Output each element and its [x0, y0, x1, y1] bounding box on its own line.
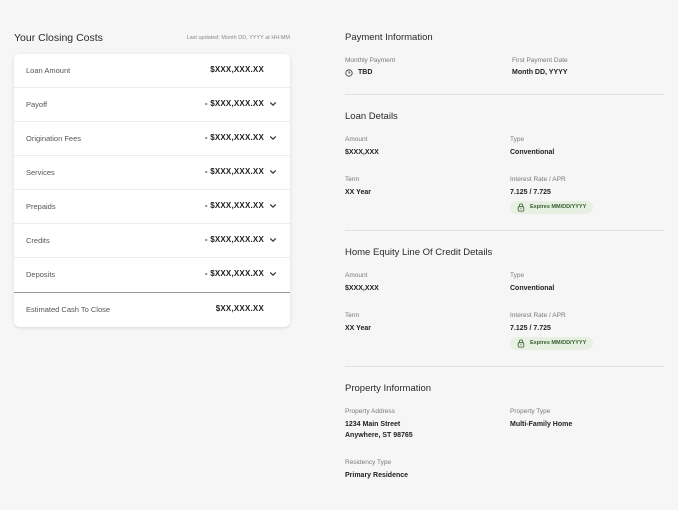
heloc-type-label: Type: [510, 272, 525, 279]
row-label: Payoff: [26, 100, 48, 109]
badge-text: Expires MM/DD/YYYY: [530, 204, 587, 210]
residency-type-label: Residency Type: [345, 459, 392, 466]
loan-type-value: Conventional: [510, 149, 555, 156]
loan-amount-value: $XXX,XXX: [345, 149, 379, 156]
rate-lock-badge: Expires MM/DD/YYYY: [510, 201, 594, 214]
row-value: - $XXX,XXX.XX: [204, 167, 264, 176]
heloc-details-title: Home Equity Line Of Credit Details: [345, 247, 493, 258]
heloc-term-value: XX Year: [345, 325, 371, 332]
monthly-payment-label: Monthly Payment: [345, 57, 396, 64]
heloc-type-value: Conventional: [510, 285, 555, 292]
row-value: $XXX,XXX.XX: [210, 65, 264, 74]
first-payment-label: First Payment Date: [512, 57, 568, 64]
row-label: Deposits: [26, 270, 56, 279]
row-prepaids[interactable]: Prepaids - $XXX,XXX.XX: [14, 190, 290, 224]
property-info-title: Property Information: [345, 383, 432, 394]
loan-amount-label: Amount: [345, 136, 368, 143]
closing-costs-title: Your Closing Costs: [14, 32, 103, 44]
heloc-term-label: Term: [345, 312, 360, 319]
residency-type-value: Primary Residence: [345, 472, 409, 479]
loan-term-label: Term: [345, 176, 360, 183]
divider: [345, 230, 664, 231]
rate-lock-badge: Expires MM/DD/YYYY: [510, 337, 594, 350]
row-value: - $XXX,XXX.XX: [204, 269, 264, 278]
row-label: Services: [26, 168, 55, 177]
row-label: Origination Fees: [26, 134, 82, 143]
row-value: - $XXX,XXX.XX: [204, 235, 264, 244]
divider: [345, 94, 664, 95]
property-type-value: Multi-Family Home: [510, 421, 573, 428]
loan-type-label: Type: [510, 136, 525, 143]
row-label: Prepaids: [26, 202, 56, 211]
payment-info-title: Payment Information: [345, 32, 433, 43]
chevron-down-icon[interactable]: [269, 100, 277, 108]
loan-details-title: Loan Details: [345, 111, 398, 122]
heloc-rate-value: 7.125 / 7.725: [510, 325, 551, 332]
loan-term-value: XX Year: [345, 189, 371, 196]
last-updated-text: Last updated: Month DD, YYYY at HH:MM: [186, 35, 290, 41]
row-origination-fees[interactable]: Origination Fees - $XXX,XXX.XX: [14, 122, 290, 156]
chevron-down-icon[interactable]: [269, 134, 277, 142]
loan-rate-value: 7.125 / 7.725: [510, 189, 551, 196]
row-value: - $XXX,XXX.XX: [204, 99, 264, 108]
closing-costs-header: Your Closing Costs Last updated: Month D…: [14, 32, 290, 52]
closing-costs-card: Loan Amount $XXX,XXX.XX Payoff - $XXX,XX…: [14, 54, 290, 327]
row-payoff[interactable]: Payoff - $XXX,XXX.XX: [14, 88, 290, 122]
row-services[interactable]: Services - $XXX,XXX.XX: [14, 156, 290, 190]
row-label: Loan Amount: [26, 66, 71, 75]
closing-costs-section: Your Closing Costs Last updated: Month D…: [14, 32, 290, 327]
chevron-down-icon[interactable]: [269, 236, 277, 244]
first-payment-value: Month DD, YYYY: [512, 69, 568, 76]
row-estimated-cash-to-close: Estimated Cash To Close $XX,XXX.XX: [14, 292, 290, 326]
chevron-down-icon[interactable]: [269, 270, 277, 278]
row-value: - $XXX,XXX.XX: [204, 133, 264, 142]
loan-rate-label: Interest Rate / APR: [510, 176, 566, 183]
heloc-rate-label: Interest Rate / APR: [510, 312, 566, 319]
property-type-label: Property Type: [510, 408, 551, 415]
property-address-label: Property Address: [345, 408, 395, 415]
property-address-line1: 1234 Main Street: [345, 421, 401, 428]
total-label: Estimated Cash To Close: [26, 305, 111, 314]
divider: [345, 366, 664, 367]
row-deposits[interactable]: Deposits - $XXX,XXX.XX: [14, 258, 290, 292]
monthly-payment-value: TBD: [358, 69, 373, 76]
row-value: - $XXX,XXX.XX: [204, 201, 264, 210]
row-credits[interactable]: Credits - $XXX,XXX.XX: [14, 224, 290, 258]
clock-icon: [345, 69, 353, 77]
row-loan-amount: Loan Amount $XXX,XXX.XX: [14, 54, 290, 88]
chevron-down-icon[interactable]: [269, 168, 277, 176]
badge-text: Expires MM/DD/YYYY: [530, 340, 587, 346]
property-address-line2: Anywhere, ST 98765: [345, 432, 413, 439]
chevron-down-icon[interactable]: [269, 202, 277, 210]
row-label: Credits: [26, 236, 50, 245]
heloc-amount-label: Amount: [345, 272, 368, 279]
total-value: $XX,XXX.XX: [215, 304, 264, 313]
heloc-amount-value: $XXX,XXX: [345, 285, 379, 292]
lock-icon: [517, 203, 525, 212]
lock-icon: [517, 339, 525, 348]
